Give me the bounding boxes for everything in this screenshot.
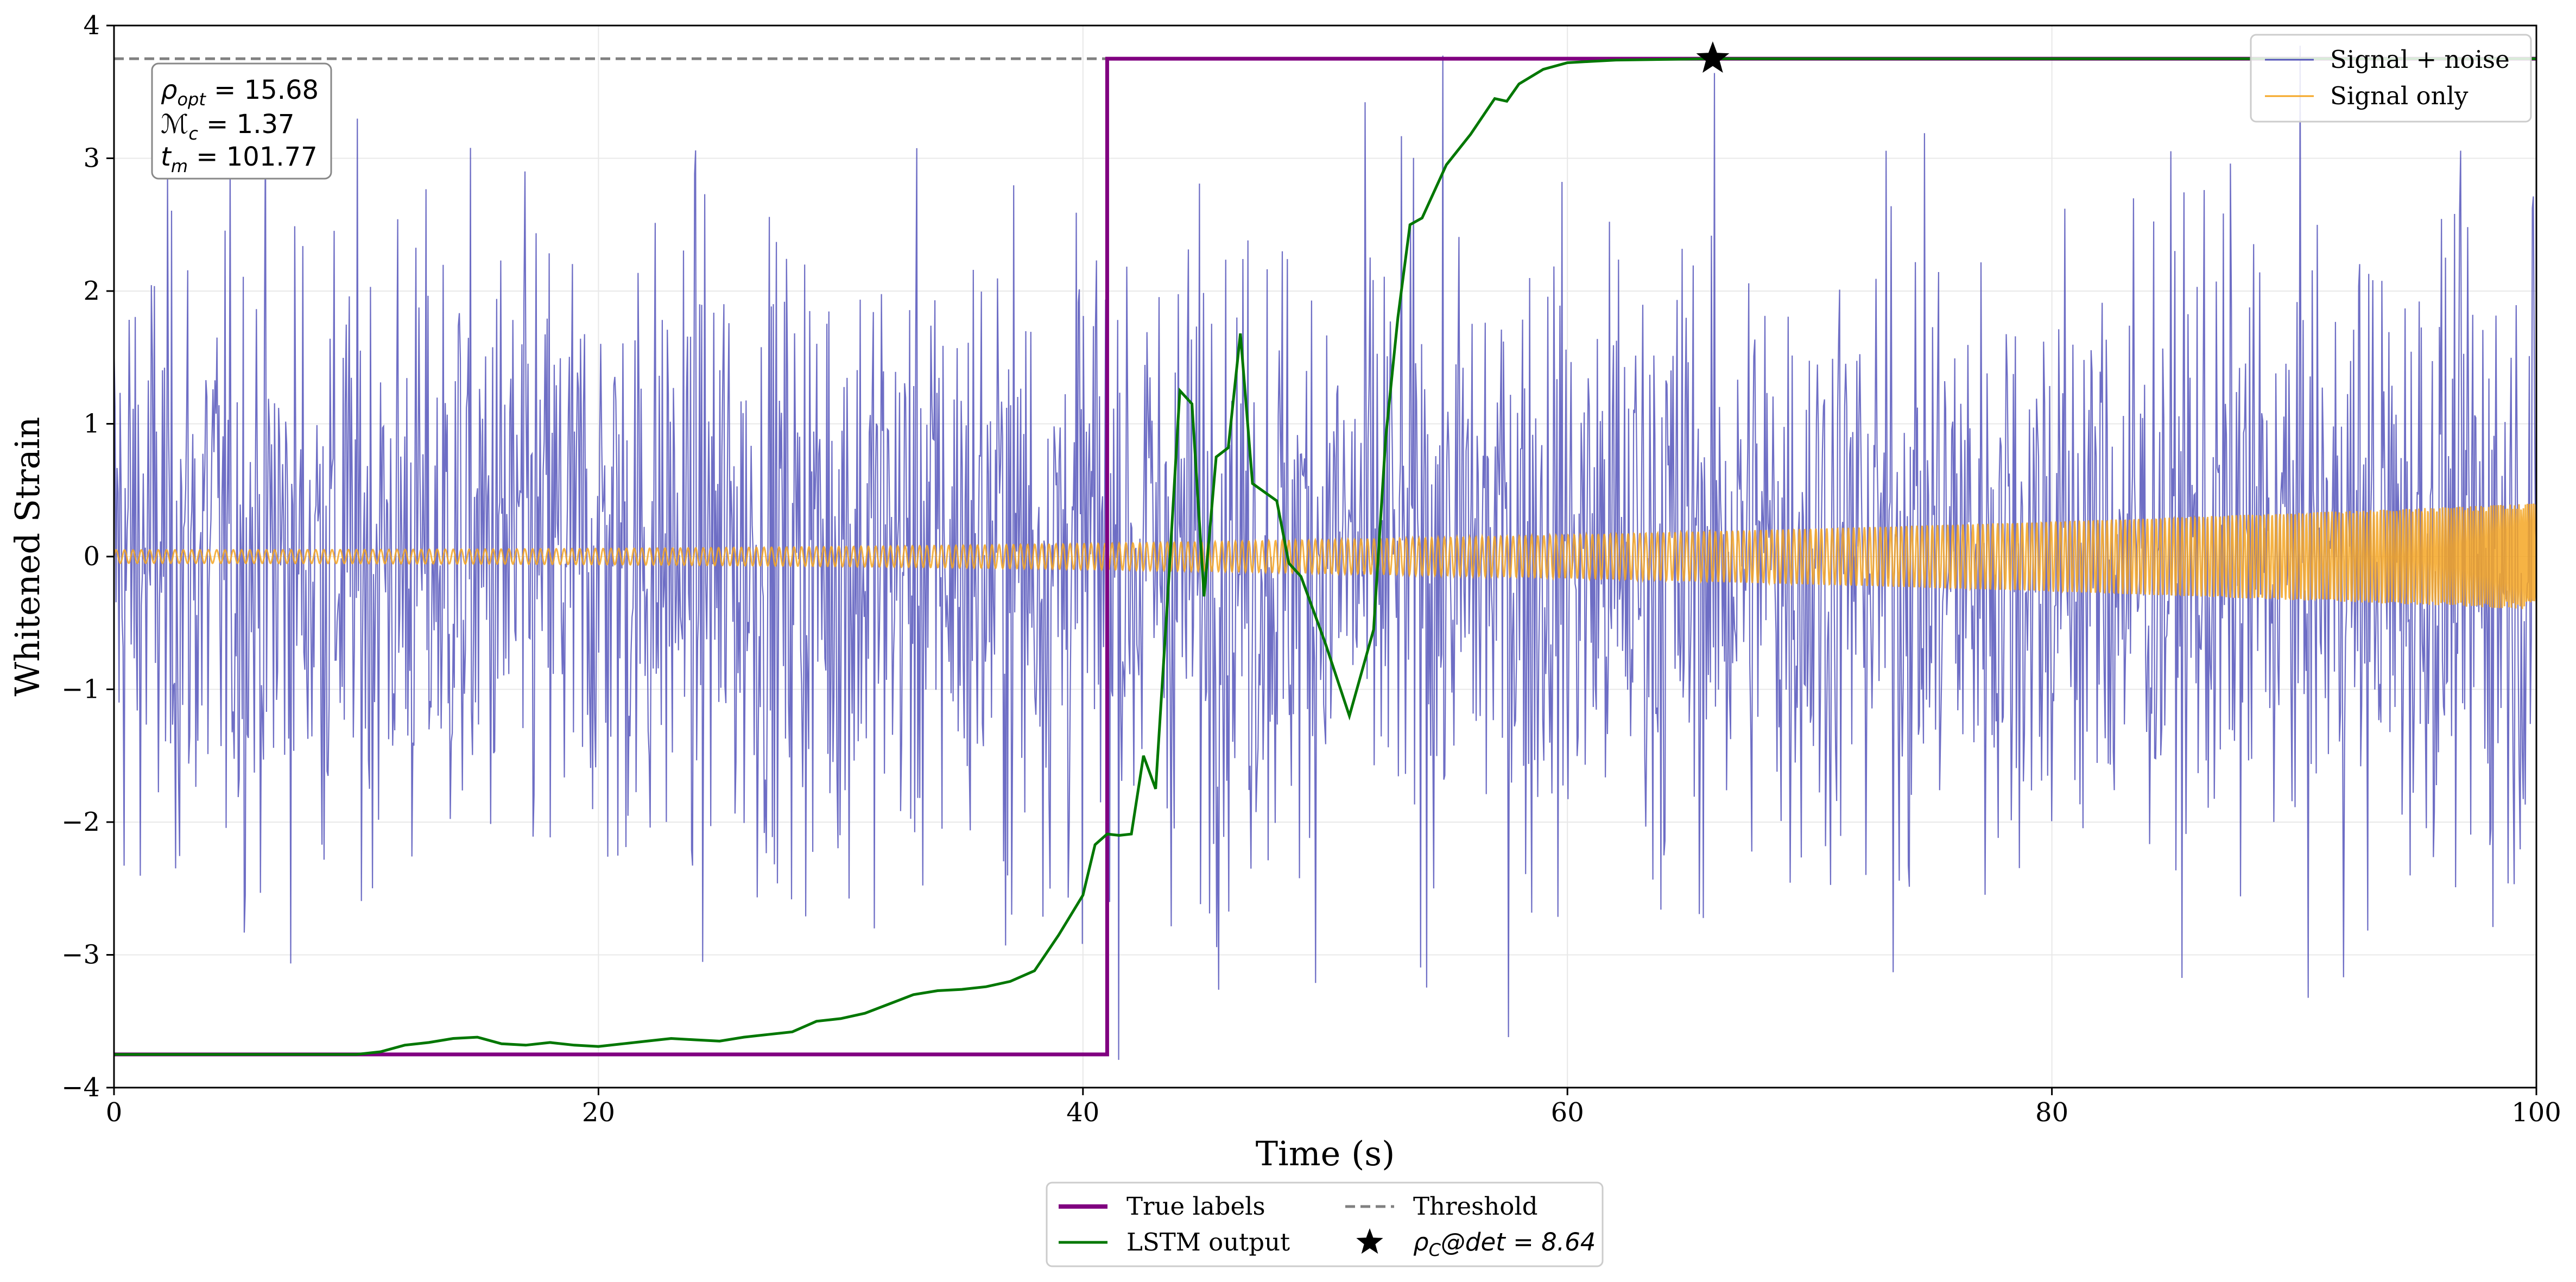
- detection-star-marker: [1696, 41, 1730, 73]
- x-tick-label: 60: [1551, 1097, 1584, 1128]
- plot-area: [113, 41, 2537, 1060]
- legend-label-signal-noise: Signal + noise: [2330, 45, 2510, 74]
- x-tick-label: 0: [106, 1097, 123, 1128]
- y-tick-label: 3: [83, 143, 100, 174]
- y-tick-label: −1: [61, 674, 100, 705]
- legend-label-lstm: LSTM output: [1126, 1228, 1290, 1256]
- x-tick-label: 40: [1066, 1097, 1099, 1128]
- x-tick-label: 80: [2035, 1097, 2068, 1128]
- y-tick-label: 1: [83, 409, 100, 439]
- series-signal-only: [113, 503, 2537, 609]
- legend-label-signal-only: Signal only: [2330, 81, 2469, 110]
- info-rho-opt: ρopt = 15.68: [161, 75, 319, 110]
- legend-label-true-labels: True labels: [1126, 1192, 1265, 1221]
- x-axis-label: Time (s): [1256, 1134, 1395, 1173]
- info-box: ρopt = 15.68 ℳc = 1.37 tm = 101.77: [151, 62, 332, 180]
- y-tick-label: −4: [61, 1072, 100, 1103]
- axes-ticks: 0 20 40 60 80 100 4 3 2 1 0 −1 −2 −3 −4: [61, 10, 2561, 1128]
- legend-upper: Signal + noise Signal only: [2250, 34, 2532, 123]
- y-tick-label: 2: [83, 276, 100, 306]
- y-axis-label: Whitened Strain: [8, 417, 47, 697]
- legend-star-icon: [1356, 1228, 1383, 1254]
- x-tick-label: 20: [582, 1097, 615, 1128]
- series-signal-noise: [113, 46, 2537, 1060]
- y-tick-label: 4: [83, 10, 100, 41]
- legend-lower: True labels LSTM output Threshold ρC@det…: [1046, 1182, 1604, 1267]
- series-lstm-output: [114, 57, 2536, 1056]
- info-merger-time: tm = 101.77: [161, 142, 318, 176]
- legend-label-threshold: Threshold: [1413, 1192, 1538, 1221]
- y-tick-label: −3: [61, 940, 100, 970]
- y-tick-label: 0: [83, 541, 100, 572]
- y-tick-label: −2: [61, 807, 100, 837]
- legend-label-detection: ρC@det = 8.64: [1413, 1228, 1596, 1260]
- x-tick-label: 100: [2511, 1097, 2561, 1128]
- info-chirp-mass: ℳc = 1.37: [161, 109, 295, 144]
